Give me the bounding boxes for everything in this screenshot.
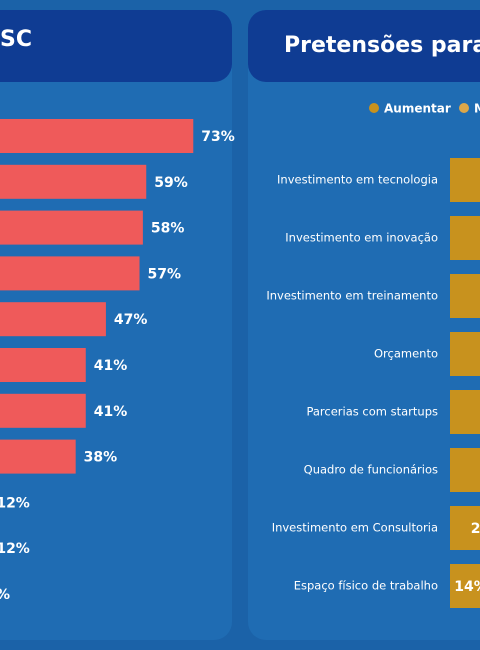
value-label: 12% [0, 541, 30, 557]
bar [0, 119, 194, 153]
bar [0, 164, 147, 199]
bar [0, 393, 86, 428]
value-label: 9% [0, 587, 10, 603]
category-label: Investimento em treinamento [266, 289, 438, 303]
bar [450, 216, 480, 260]
legend-label: Aumentar [384, 102, 451, 116]
bar [450, 274, 480, 318]
value-label: 38% [84, 450, 118, 466]
value-label: 41% [94, 358, 128, 374]
right-header [248, 10, 480, 82]
value-label: 25% [471, 521, 480, 537]
value-label: 12% [0, 495, 30, 511]
bar [450, 332, 480, 376]
category-label: Parcerias com startups [306, 405, 438, 419]
value-label: 73% [201, 129, 235, 145]
bar [450, 390, 480, 434]
legend-label: M [474, 102, 480, 116]
right-title: Pretensões para [284, 33, 480, 58]
bar [0, 348, 86, 382]
left-title: SC [0, 27, 32, 52]
category-label: Investimento em tecnologia [277, 173, 438, 187]
legend-marker [369, 103, 379, 113]
category-label: Investimento em Consultoria [272, 521, 438, 535]
category-label: Quadro de funcionários [304, 463, 438, 477]
bar [0, 302, 106, 337]
left-header [0, 10, 232, 82]
category-label: Orçamento [374, 347, 438, 361]
value-label: 14% [454, 579, 480, 595]
category-label: Espaço físico de trabalho [294, 579, 438, 593]
bar [0, 439, 76, 474]
bar [0, 256, 140, 291]
bar [450, 448, 480, 492]
bar [450, 158, 480, 202]
bar [450, 506, 480, 550]
value-label: 58% [151, 221, 185, 237]
value-label: 41% [94, 404, 128, 420]
legend-marker [459, 103, 469, 113]
right-panel [248, 10, 480, 640]
value-label: 59% [154, 175, 188, 191]
value-label: 47% [114, 312, 148, 328]
category-label: Investimento em inovação [285, 231, 438, 245]
bar [0, 210, 143, 245]
bar [450, 564, 480, 608]
value-label: 57% [148, 266, 182, 282]
